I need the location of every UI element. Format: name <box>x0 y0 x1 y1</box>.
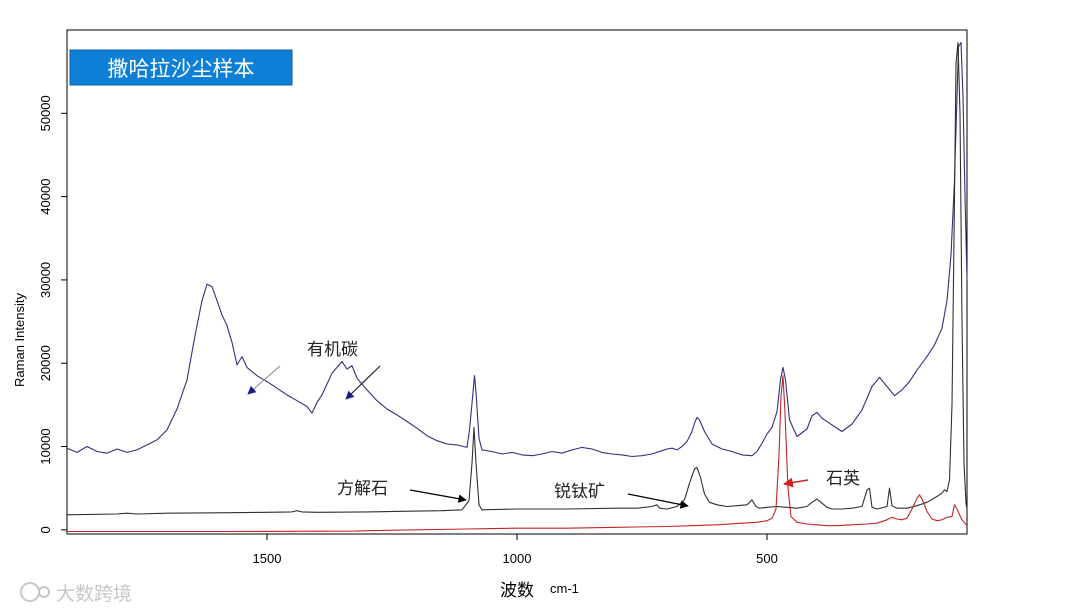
y-tick-label: 20000 <box>38 345 53 381</box>
series-black-reference <box>66 41 968 516</box>
watermark-logo-dot-icon <box>38 586 50 598</box>
arrow-calcite <box>409 489 467 503</box>
y-axis: 0 10000 20000 30000 40000 50000 <box>38 95 67 533</box>
annotation-calcite: 方解石 <box>337 479 388 499</box>
watermark-text: 大数跨境 <box>56 583 132 605</box>
series-red-quartz <box>67 375 968 533</box>
x-axis: 1500 1000 500 <box>253 534 778 566</box>
y-tick-label: 40000 <box>38 179 53 215</box>
plot-frame <box>66 29 968 535</box>
annotation-anatase: 锐钛矿 <box>554 482 605 502</box>
arrow-anatase <box>627 493 689 509</box>
arrow-quartz <box>783 477 809 488</box>
arrow-organic-carbon-1 <box>247 365 281 395</box>
title-banner <box>69 49 293 86</box>
watermark-logo-icon <box>20 582 40 602</box>
x-tick-label: 1000 <box>503 551 532 566</box>
series-layer <box>66 41 968 533</box>
x-tick-label: 1500 <box>253 551 282 566</box>
x-tick-label: 500 <box>756 551 778 566</box>
series-blue-sample <box>66 41 968 458</box>
x-axis-title: 波数 <box>500 581 534 601</box>
arrow-organic-carbon-2 <box>345 365 381 400</box>
watermark: 大数跨境 <box>20 582 132 605</box>
y-tick-label: 0 <box>38 526 53 533</box>
annotation-organic-carbon: 有机碳 <box>307 340 358 360</box>
x-axis-unit: cm-1 <box>550 581 579 596</box>
banner-title: 撒哈拉沙尘样本 <box>108 57 255 81</box>
y-axis-title: Raman Intensity <box>12 293 27 387</box>
y-tick-label: 50000 <box>38 95 53 131</box>
y-tick-label: 30000 <box>38 262 53 298</box>
annotation-quartz: 石英 <box>826 469 860 489</box>
y-tick-label: 10000 <box>38 428 53 464</box>
